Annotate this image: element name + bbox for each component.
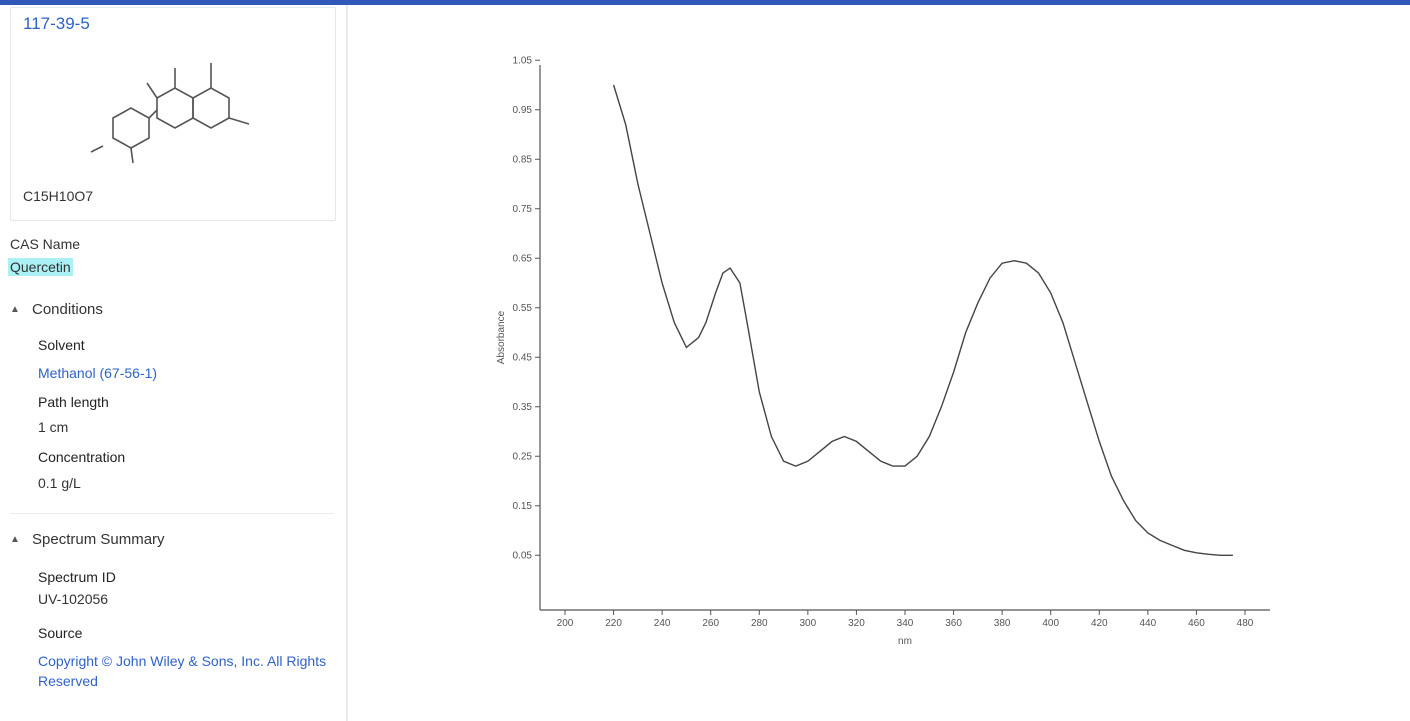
y-tick-label: 0.95 <box>513 105 533 116</box>
y-tick-label: 1.05 <box>513 55 533 66</box>
y-tick-label: 0.35 <box>513 402 533 413</box>
uv-spectrum-chart: 0.05 0.15 0.25 0.35 0.45 0.55 0.65 0.75 0.85 0.95… <box>496 55 1270 647</box>
x-tick-label: 480 <box>1237 618 1254 629</box>
y-tick-label: 0.15 <box>513 501 533 512</box>
y-tick-label: 0.45 <box>513 352 533 363</box>
y-tick-label: 0.05 <box>513 550 533 561</box>
conditions-heading: Conditions <box>32 301 103 318</box>
y-tick-label: 0.55 <box>513 303 533 314</box>
x-tick-label: 360 <box>945 618 962 629</box>
chemical-structure-image <box>90 63 250 164</box>
x-tick-label: 420 <box>1091 618 1108 629</box>
concentration-value: 0.1 g/L <box>38 475 81 491</box>
source-label: Source <box>38 625 83 641</box>
compound-sidebar: 117-39-5 C15H10O7 CAS Name Quercetin <box>0 5 348 721</box>
path-length-label: Path length <box>38 394 109 410</box>
spectrum-id-label: Spectrum ID <box>38 569 116 585</box>
x-tick-label: 300 <box>800 618 817 629</box>
cas-name-label: CAS Name <box>10 236 81 252</box>
chart-axes <box>539 65 1270 611</box>
section-divider <box>10 513 334 514</box>
solvent-label: Solvent <box>38 337 85 353</box>
x-tick-label: 280 <box>751 618 768 629</box>
solvent-link[interactable]: Methanol (67-56-1) <box>38 365 158 381</box>
chevron-up-icon: ▲ <box>10 304 20 315</box>
molecular-formula: C15H10O7 <box>23 188 94 204</box>
x-tick-label: 260 <box>702 618 719 629</box>
x-tick-label: 380 <box>994 618 1011 629</box>
spectrum-summary-section-header[interactable]: ▲ Spectrum Summary <box>10 531 165 548</box>
source-link[interactable]: Copyright © John Wiley & Sons, Inc. All … <box>38 653 327 689</box>
x-tick-label: 220 <box>605 618 622 629</box>
path-length-value: 1 cm <box>38 419 69 435</box>
y-axis-label: Absorbance <box>496 310 507 364</box>
y-tick-label: 0.85 <box>513 154 533 165</box>
x-tick-label: 240 <box>654 618 671 629</box>
chevron-up-icon: ▲ <box>10 534 20 545</box>
cas-number-link[interactable]: 117-39-5 <box>23 14 90 33</box>
top-accent-bar <box>0 0 1410 5</box>
x-tick-label: 440 <box>1140 618 1157 629</box>
x-tick-label: 340 <box>897 618 914 629</box>
spectrum-summary-heading: Spectrum Summary <box>32 531 165 548</box>
concentration-label: Concentration <box>38 449 126 465</box>
spectrum-id-value: UV-102056 <box>38 591 109 607</box>
y-tick-label: 0.65 <box>513 253 533 264</box>
x-tick-label: 320 <box>848 618 865 629</box>
y-tick-label: 0.75 <box>513 204 533 215</box>
x-axis-ticks: 200 220 240 260 280 300 320 340 360 380 400 420 440 4… <box>557 610 1254 629</box>
structure-card: 117-39-5 C15H10O7 <box>10 7 336 221</box>
x-tick-label: 400 <box>1042 618 1059 629</box>
cas-name-value: Quercetin <box>8 258 73 276</box>
y-axis-ticks: 0.05 0.15 0.25 0.35 0.45 0.55 0.65 0.75 0.85 0.95… <box>513 55 540 561</box>
spectrum-line <box>612 84 1233 556</box>
conditions-section-header[interactable]: ▲ Conditions <box>10 301 103 318</box>
x-tick-label: 460 <box>1188 618 1205 629</box>
y-tick-label: 0.25 <box>513 451 533 462</box>
x-tick-label: 200 <box>557 618 574 629</box>
x-axis-label: nm <box>898 636 912 647</box>
